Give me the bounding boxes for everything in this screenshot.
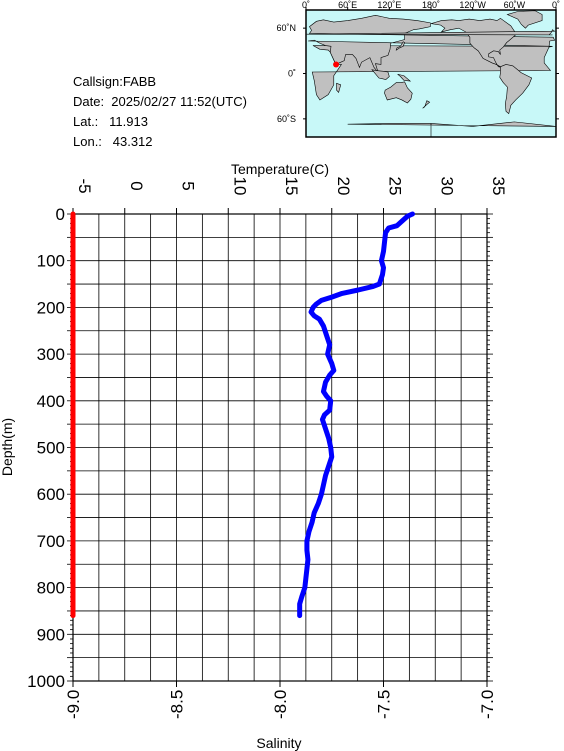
map-lat-label: 0˚	[288, 69, 296, 79]
depth-tick-label: 300	[37, 345, 65, 364]
temperature-tick-label: 0	[127, 181, 146, 190]
land-polygon	[371, 69, 390, 80]
depth-tick-label: 200	[37, 298, 65, 317]
land-polygon	[422, 100, 431, 109]
temperature-tick-label: 15	[282, 177, 301, 196]
map-lat-label: 60˚N	[276, 23, 296, 33]
temperature-tick-label: 5	[179, 181, 198, 190]
salinity-axis-title: Salinity	[256, 735, 301, 751]
longitude-text: Lon.: 43.312	[73, 134, 153, 149]
depth-tick-label: 800	[37, 579, 65, 598]
land-polygon	[397, 73, 412, 82]
salinity-tick-label: -8.5	[168, 690, 187, 719]
depth-tick-label: 900	[37, 625, 65, 644]
temperature-tick-label: 35	[489, 177, 508, 196]
temperature-tick-label: 30	[437, 177, 456, 196]
land-polygon	[395, 41, 405, 51]
depth-tick-label: 100	[37, 252, 65, 271]
map-land	[306, 10, 557, 137]
temperature-tick-label: 20	[334, 177, 353, 196]
date-text: Date: 2025/02/27 11:52(UTC)	[73, 94, 247, 109]
temperature-axis-title: Temperature(C)	[231, 161, 329, 177]
depth-tick-label: 600	[37, 485, 65, 504]
map-lon-label: 120˚E	[377, 0, 401, 10]
temperature-tick-label: 10	[230, 177, 249, 196]
salinity-tick-label: -8.0	[271, 690, 290, 719]
depth-tick-label: 700	[37, 532, 65, 551]
callsign-text: Callsign:FABB	[73, 74, 157, 89]
depth-tick-label: 500	[37, 439, 65, 458]
salinity-tick-label: -7.5	[375, 690, 394, 719]
land-polygon	[499, 64, 533, 115]
depth-axis-title: Depth(m)	[0, 418, 15, 476]
map-lon-label: 60˚W	[504, 0, 526, 10]
latitude-text: Lat.: 11.913	[73, 114, 148, 129]
land-polygon	[347, 121, 557, 137]
land-polygon	[506, 10, 543, 29]
land-polygon	[384, 81, 413, 104]
temperature-tick-label: 25	[386, 177, 405, 196]
depth-tick-label: 0	[56, 205, 65, 224]
salinity-tick-label: -7.0	[478, 690, 497, 719]
station-info: Callsign:FABB Date: 2025/02/27 11:52(UTC…	[73, 72, 247, 152]
depth-tick-label: 1000	[27, 672, 65, 691]
location-marker	[333, 61, 340, 68]
salinity-tick-label: -9.0	[64, 690, 83, 719]
temperature-tick-label: -5	[75, 178, 94, 193]
map-lon-label: 0˚	[552, 0, 560, 10]
depth-tick-label: 400	[37, 392, 65, 411]
land-polygon	[336, 82, 342, 94]
land-polygon	[306, 29, 556, 36]
land-polygon	[308, 14, 556, 73]
temperature-line	[297, 211, 415, 619]
map-lon-label: 180˚	[422, 0, 440, 10]
map-lon-label: 60˚E	[338, 0, 357, 10]
map-lon-label: 120˚W	[459, 0, 486, 10]
map-lat-label: 60˚S	[277, 114, 296, 124]
map-lon-label: 0˚	[302, 0, 310, 10]
